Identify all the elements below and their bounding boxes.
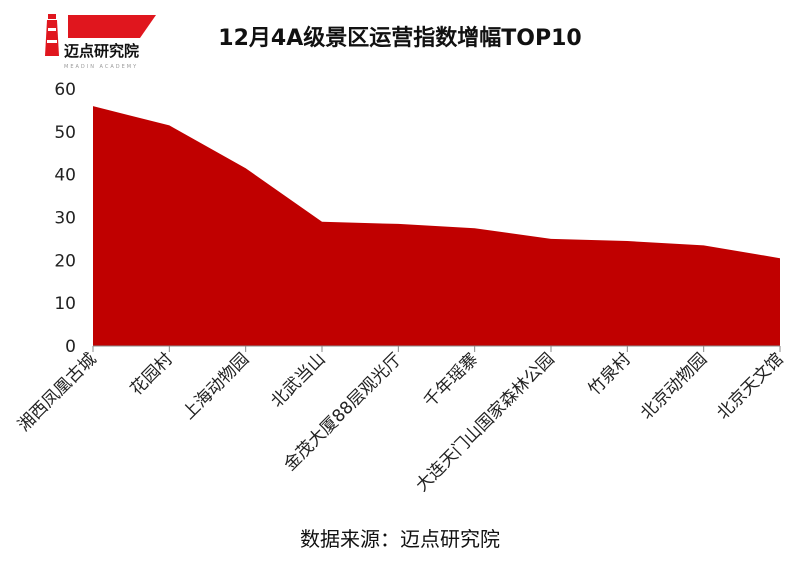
y-tick-label: 20 — [54, 251, 76, 271]
y-axis: 0 10 20 30 40 50 60 — [54, 80, 76, 357]
y-tick-label: 60 — [54, 80, 76, 100]
x-tick-label: 竹泉村 — [585, 349, 635, 399]
x-tick-label: 上海动物园 — [179, 349, 253, 423]
logo-tagline: MEADIN ACADEMY — [64, 64, 138, 70]
x-tick-label: 花园村 — [127, 349, 177, 399]
x-tick-label: 湘西凤凰古城 — [14, 349, 100, 435]
meadin-logo: 迈点研究院 MEADIN ACADEMY — [45, 14, 156, 70]
y-tick-label: 50 — [54, 123, 76, 143]
x-tick-label: 大连天门山国家森林公园 — [412, 349, 558, 495]
y-tick-label: 30 — [54, 209, 76, 229]
y-tick-label: 40 — [54, 166, 76, 186]
y-tick-label: 0 — [65, 337, 76, 357]
x-tick-label: 北京动物园 — [637, 349, 711, 423]
x-tick-label: 千年瑶寨 — [420, 349, 482, 411]
chart-title: 12月4A级景区运营指数增幅TOP10 — [218, 26, 582, 51]
logo-name: 迈点研究院 — [64, 42, 139, 60]
y-tick-label: 10 — [54, 294, 76, 314]
x-tick-label: 北京天文馆 — [713, 349, 787, 423]
lighthouse-icon — [45, 14, 59, 56]
data-source: 数据来源：迈点研究院 — [300, 527, 500, 551]
x-tick-label: 北武当山 — [267, 349, 329, 411]
logo-red-banner — [68, 15, 156, 38]
area-series — [93, 106, 780, 346]
